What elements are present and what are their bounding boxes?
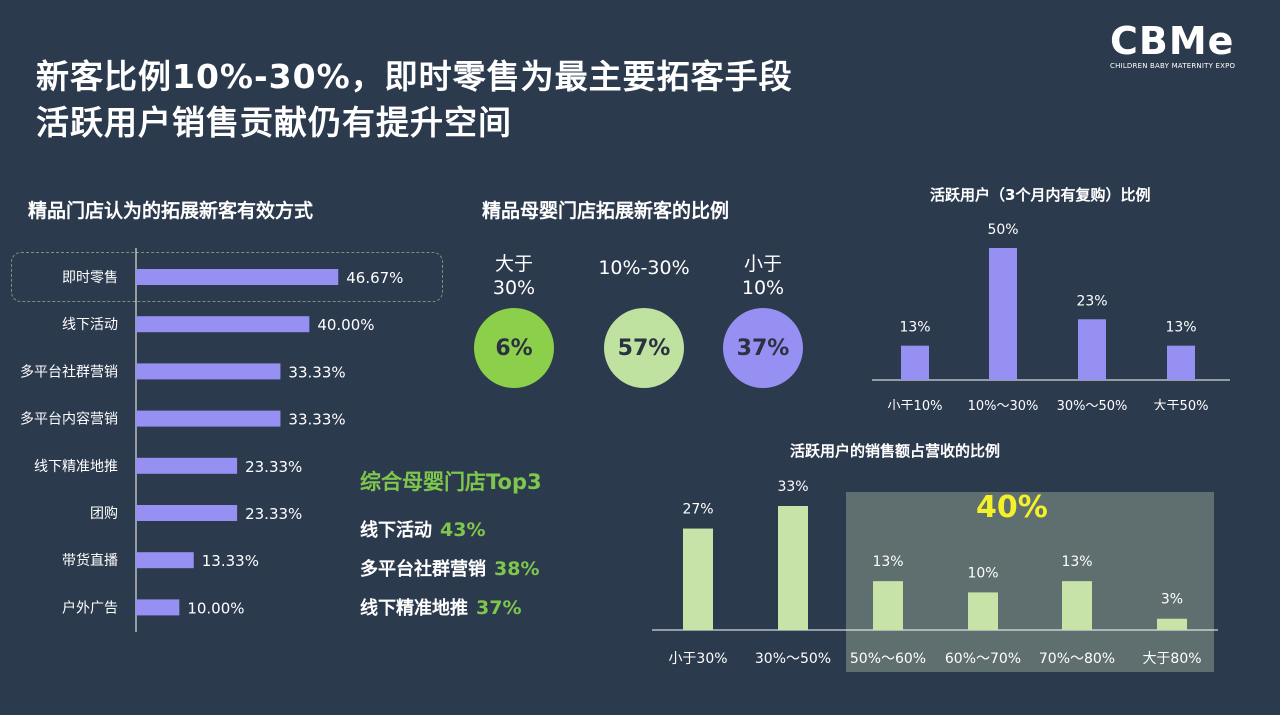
category-label: 30%～50% <box>755 651 831 667</box>
bar <box>136 269 339 285</box>
top3-item-value: 37% <box>476 597 522 619</box>
data-label: 13% <box>1165 320 1196 336</box>
top3-item-value: 43% <box>440 519 486 541</box>
circle-label: 小于 10% <box>741 253 785 299</box>
category-label: 线下活动 <box>62 317 118 333</box>
title-line-2: 活跃用户销售贡献仍有提升空间 <box>36 103 512 142</box>
data-label: 13% <box>899 320 930 336</box>
category-label: 即时零售 <box>62 270 118 286</box>
bar <box>136 457 238 474</box>
bar <box>683 528 713 630</box>
bar <box>1078 319 1106 380</box>
highlight-shade <box>846 492 1214 672</box>
data-label: 13% <box>872 554 903 570</box>
highlight-box-instant-retail <box>11 252 443 302</box>
circle-label: 大于 30% <box>492 253 536 299</box>
new-customer-methods-chart: 即时零售 46.67% 线下活动 40.00% 多平台社群营销 33.33% 多平台内容营销… <box>20 248 403 632</box>
data-label: 3% <box>1161 592 1183 608</box>
category-label: 小于30% <box>668 651 727 667</box>
top3-item: 线下精准地推 37% <box>360 594 521 620</box>
data-label: 50% <box>987 222 1018 238</box>
data-label: 46.67% <box>346 269 403 287</box>
data-label: 13% <box>1061 554 1092 570</box>
data-label: 10% <box>967 565 998 581</box>
category-label: 大于80% <box>1142 651 1201 667</box>
category-label: 团购 <box>90 506 118 522</box>
bar <box>136 505 238 521</box>
circle-label: 10%-30% <box>598 257 690 279</box>
top3-item-label: 线下精准地推 <box>360 598 468 619</box>
data-label: 10.00% <box>187 599 244 617</box>
category-label: 30%～50% <box>1057 399 1128 410</box>
bottom-right-chart-title: 活跃用户的销售额占营收的比例 <box>790 442 1001 460</box>
ratio-circle: 37% <box>723 308 803 388</box>
category-label: 60%～70% <box>945 651 1021 667</box>
highlight-total: 40% <box>976 490 1048 525</box>
top3-item-label: 多平台社群营销 <box>360 559 486 580</box>
data-label: 33.33% <box>288 363 345 381</box>
top-right-chart-title: 活跃用户（3个月内有复购）比例 <box>930 186 1151 204</box>
top3-item: 线下活动 43% <box>360 516 485 542</box>
bar <box>136 552 194 569</box>
bar <box>136 363 281 380</box>
top3-item-value: 38% <box>494 558 540 580</box>
title-line-1: 新客比例10%-30%，即时零售为最主要拓客手段 <box>36 57 793 96</box>
data-label: 13.33% <box>202 552 259 570</box>
category-label: 带货直播 <box>62 552 118 569</box>
left-chart-title: 精品门店认为的拓展新客有效方式 <box>28 200 314 222</box>
bar <box>778 506 808 630</box>
page-title: 新客比例10%-30%，即时零售为最主要拓客手段 活跃用户销售贡献仍有提升空间 <box>36 54 793 146</box>
bar <box>968 592 998 630</box>
ratio-circle: 57% <box>604 308 684 388</box>
data-label: 23.33% <box>245 505 302 523</box>
data-label: 27% <box>682 502 713 518</box>
ratio-circle: 6% <box>474 308 554 388</box>
data-label: 23% <box>1076 293 1107 309</box>
category-label: 10%～30% <box>968 399 1039 410</box>
logo-mark: CBMe <box>1110 19 1235 63</box>
data-label: 33% <box>777 479 808 495</box>
active-user-ratio-chart: 13% 小于10% 50% 10%～30% 23% 30%～50% 13% 大于50% <box>872 222 1230 410</box>
bar <box>873 581 903 630</box>
top3-item-label: 线下活动 <box>360 520 432 541</box>
bar <box>1062 581 1092 630</box>
logo-subtitle: CHILDREN BABY MATERNITY EXPO <box>1110 62 1236 70</box>
data-label: 40.00% <box>317 316 374 334</box>
bar <box>989 248 1017 380</box>
category-label: 线下精准地推 <box>34 459 118 475</box>
bar <box>136 410 281 427</box>
bar <box>901 345 929 380</box>
category-label: 70%～80% <box>1039 651 1115 667</box>
active-user-sales-share-chart: 27% 小于30% 33% 30%～50% 13% 50%～60% 10% 60%～70% 13… <box>652 479 1218 667</box>
top3-title: 综合母婴门店Top3 <box>360 470 542 494</box>
category-label: 多平台社群营销 <box>20 363 118 380</box>
category-label: 多平台内容营销 <box>20 411 118 428</box>
bar <box>1157 618 1187 630</box>
category-label: 大于50% <box>1154 399 1209 410</box>
category-label: 50%～60% <box>850 651 926 667</box>
top3-item: 多平台社群营销 38% <box>360 555 539 581</box>
middle-section-title: 精品母婴门店拓展新客的比例 <box>482 200 730 222</box>
data-label: 23.33% <box>245 458 302 476</box>
bar <box>136 599 180 616</box>
category-label: 户外广告 <box>62 599 118 616</box>
bar <box>136 316 310 333</box>
category-label: 小于10% <box>888 399 943 410</box>
cbme-logo: CBMe CHILDREN BABY MATERNITY EXPO <box>1110 22 1260 70</box>
bar <box>1167 345 1195 380</box>
data-label: 33.33% <box>288 411 345 429</box>
